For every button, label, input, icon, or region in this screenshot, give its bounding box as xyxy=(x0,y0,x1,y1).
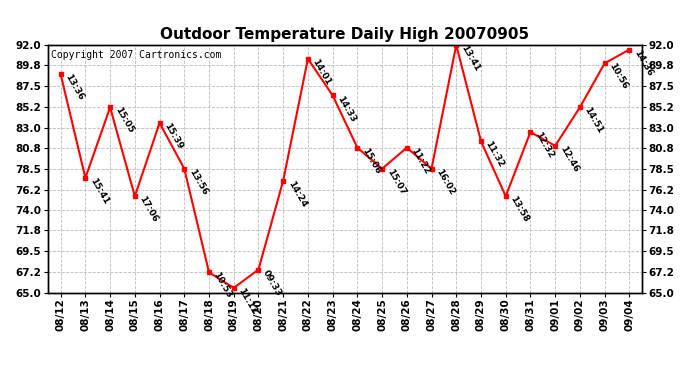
Text: 13:58: 13:58 xyxy=(509,195,531,224)
Text: 10:53: 10:53 xyxy=(212,271,234,300)
Text: 16:02: 16:02 xyxy=(434,167,456,196)
Text: 15:05: 15:05 xyxy=(113,106,135,135)
Text: 14:51: 14:51 xyxy=(582,106,605,135)
Text: 15:39: 15:39 xyxy=(162,122,184,151)
Text: 13:56: 13:56 xyxy=(187,167,209,196)
Text: 13:41: 13:41 xyxy=(459,44,481,73)
Text: 14:01: 14:01 xyxy=(310,57,333,87)
Text: 11:32: 11:32 xyxy=(484,140,506,169)
Text: Copyright 2007 Cartronics.com: Copyright 2007 Cartronics.com xyxy=(51,50,221,60)
Text: 14:36: 14:36 xyxy=(632,48,654,78)
Text: 14:33: 14:33 xyxy=(335,94,357,123)
Text: 09:33: 09:33 xyxy=(262,268,284,297)
Text: 10:56: 10:56 xyxy=(607,62,629,91)
Text: 11:12: 11:12 xyxy=(237,286,259,316)
Text: 12:32: 12:32 xyxy=(533,131,555,160)
Text: 17:06: 17:06 xyxy=(137,195,159,224)
Text: 14:24: 14:24 xyxy=(286,179,308,209)
Text: 15:41: 15:41 xyxy=(88,177,110,206)
Text: 12:46: 12:46 xyxy=(558,144,580,174)
Text: 13:36: 13:36 xyxy=(63,73,86,102)
Text: 15:07: 15:07 xyxy=(385,167,407,196)
Text: 11:22: 11:22 xyxy=(410,146,432,176)
Title: Outdoor Temperature Daily High 20070905: Outdoor Temperature Daily High 20070905 xyxy=(161,27,529,42)
Text: 15:06: 15:06 xyxy=(360,146,382,176)
